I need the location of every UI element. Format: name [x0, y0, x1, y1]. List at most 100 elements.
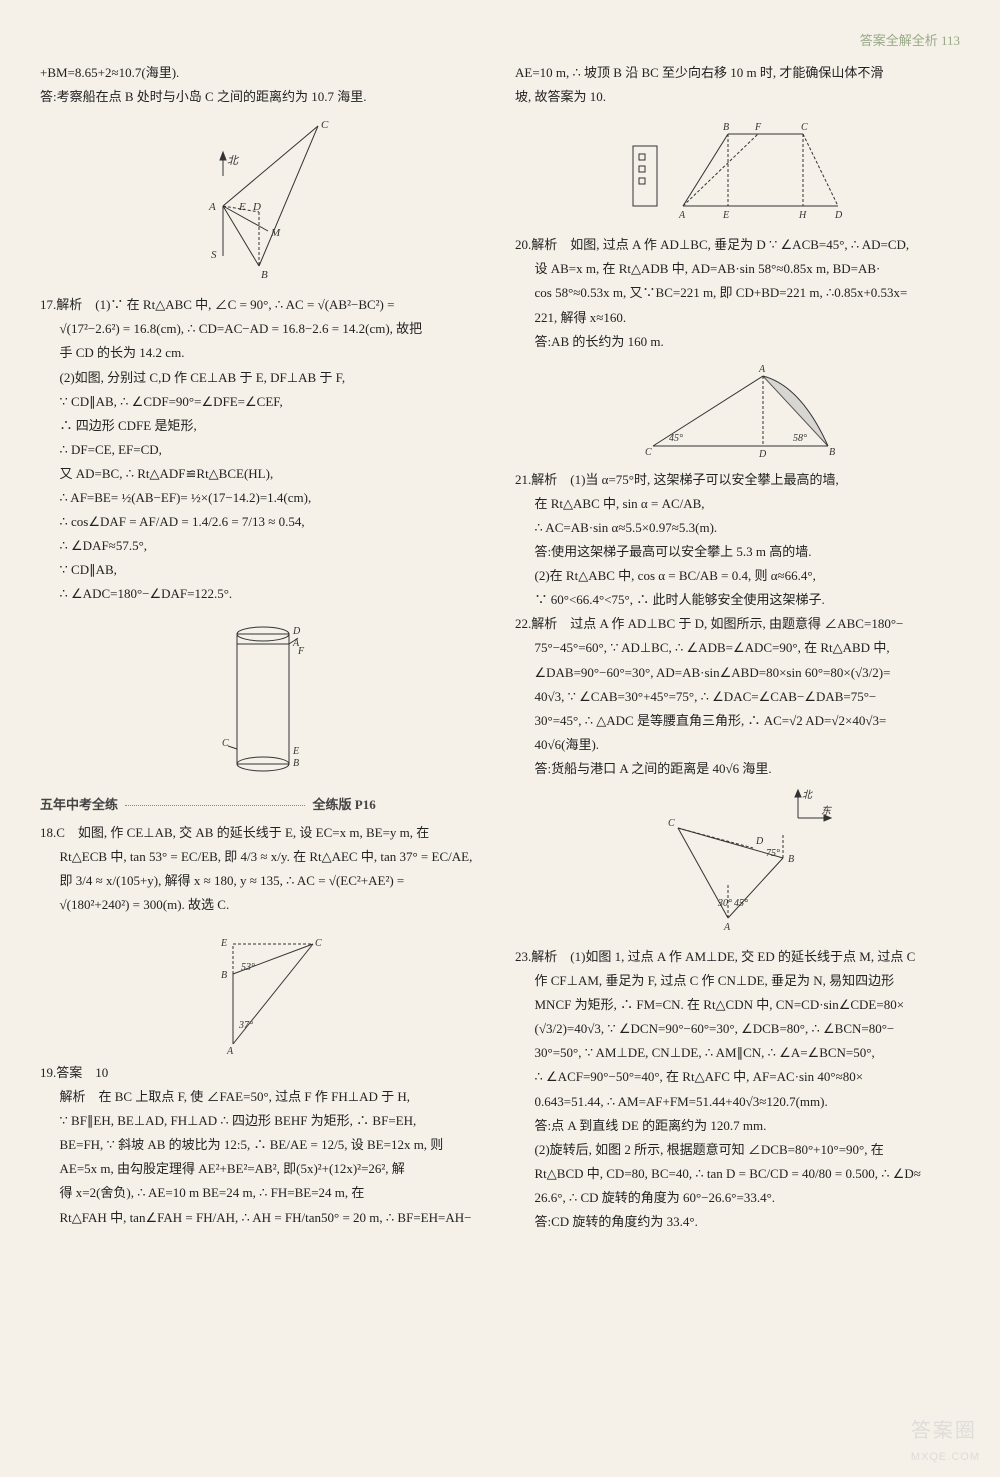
svg-text:D: D [758, 449, 767, 460]
page-body: +BM=8.65+2≈10.7(海里). 答:考察船在点 B 处时与小岛 C 之… [40, 60, 960, 1235]
figure-4: B F C A E H D [515, 116, 960, 226]
svg-text:H: H [798, 210, 807, 221]
line: 75°−45°=60°, ∵ AD⊥BC, ∴ ∠ADB=∠ADC=90°, 在… [515, 637, 960, 659]
line: Rt△BCD 中, CD=80, BC=40, ∴ tan D = BC/CD … [515, 1163, 960, 1185]
figure-3: E C B A 53° 37° [40, 924, 485, 1054]
svg-text:东: 东 [821, 805, 832, 817]
line: ∠DAB=90°−60°=30°, AD=AB·sin∠ABD=80×sin 6… [515, 662, 960, 684]
line: 答:货船与港口 A 之间的距离是 40√6 海里. [515, 758, 960, 780]
line: 又 AD=BC, ∴ Rt△ADF≌Rt△BCE(HL), [40, 463, 485, 485]
svg-text:B: B [293, 758, 299, 769]
line: (√3/2)=40√3, ∵ ∠DCN=90°−60°=30°, ∠DCB=80… [515, 1018, 960, 1040]
svg-text:37°: 37° [238, 1020, 253, 1031]
svg-text:E: E [292, 746, 299, 757]
line: 答:使用这架梯子最高可以安全攀上 5.3 m 高的墙. [515, 541, 960, 563]
svg-text:M: M [270, 227, 281, 239]
line: 设 AB=x m, 在 Rt△ADB 中, AD=AB·sin 58°≈0.85… [515, 258, 960, 280]
line: ∴ AF=BE= ½(AB−EF)= ½×(17−14.2)=1.4(cm), [40, 487, 485, 509]
line: AE=5x m, 由勾股定理得 AE²+BE²=AB², 即(5x)²+(12x… [40, 1158, 485, 1180]
svg-text:A: A [208, 201, 216, 213]
line: cos 58°≈0.53x m, 又∵BC=221 m, 即 CD+BD=221… [515, 282, 960, 304]
line: 即 3/4 ≈ x/(105+y), 解得 x ≈ 180, y ≈ 135, … [40, 870, 485, 892]
line: 40√3, ∵ ∠CAB=30°+45°=75°, ∴ ∠DAC=∠CAB−∠D… [515, 686, 960, 708]
line: ∴ cos∠DAF = AF/AD = 1.4/2.6 = 7/13 ≈ 0.5… [40, 511, 485, 533]
dotfill [125, 805, 305, 806]
page-number: 113 [941, 33, 960, 48]
line: ∴ ∠ADC=180°−∠DAF=122.5°. [40, 583, 485, 605]
line: √(180²+240²) = 300(m). 故选 C. [40, 894, 485, 916]
svg-text:45°: 45° [669, 433, 683, 444]
watermark-big: 答案圈 [911, 1420, 977, 1442]
svg-text:D: D [252, 201, 261, 213]
line: 221, 解得 x≈160. [515, 307, 960, 329]
fig6-svg: 北 东 C D A B 75° 30° 45° [638, 788, 838, 938]
line: ∴ ∠DAF≈57.5°, [40, 535, 485, 557]
svg-text:B: B [261, 269, 268, 281]
svg-text:D: D [755, 836, 764, 847]
page-header: 答案全解全析 113 [40, 30, 960, 52]
svg-text:E: E [220, 938, 227, 949]
svg-text:C: C [668, 818, 675, 829]
fig3-svg: E C B A 53° 37° [193, 924, 333, 1054]
line: 26.6°, ∴ CD 旋转的角度为 60°−26.6°=33.4°. [515, 1187, 960, 1209]
line: ∴ AC=AB·sin α≈5.5×0.97≈5.3(m). [515, 517, 960, 539]
svg-text:B: B [723, 122, 729, 133]
line: 0.643=51.44, ∴ AM=AF+FM=51.44+40√3≈120.7… [515, 1091, 960, 1113]
q17-head: 17.解析 (1)∵ 在 Rt△ABC 中, ∠C = 90°, ∴ AC = … [40, 294, 485, 316]
watermark: 答案圈 MXQE.COM [911, 1414, 980, 1467]
svg-text:C: C [321, 119, 329, 131]
q22-head: 22.解析 过点 A 作 AD⊥BC 于 D, 如图所示, 由题意得 ∠ABC=… [515, 613, 960, 635]
line: √(17²−2.6²) = 16.8(cm), ∴ CD=AC−AD = 16.… [40, 318, 485, 340]
figure-1: 北 A E D M S B C [40, 116, 485, 286]
svg-text:S: S [211, 249, 217, 261]
line: 30°=45°, ∴ △ADC 是等腰直角三角形, ∴ AC=√2 AD=√2×… [515, 710, 960, 732]
line: Rt△FAH 中, tan∠FAH = FH/AH, ∴ AH = FH/tan… [40, 1207, 485, 1229]
watermark-small: MXQE.COM [911, 1448, 980, 1467]
svg-text:D: D [292, 626, 301, 637]
line: 答:考察船在点 B 处时与小岛 C 之间的距离约为 10.7 海里. [40, 86, 485, 108]
svg-text:A: A [226, 1046, 234, 1054]
svg-text:F: F [754, 122, 762, 133]
q21-head: 21.解析 (1)当 α=75°时, 这架梯子可以安全攀上最高的墙, [515, 469, 960, 491]
svg-text:A: A [678, 210, 686, 221]
section-divider: 五年中考全练 全练版 P16 [40, 794, 485, 816]
figure-5: A C D B 45° 58° [515, 361, 960, 461]
line: ∵ CD∥AB, ∴ ∠CDF=90°=∠DFE=∠CEF, [40, 391, 485, 413]
svg-text:F: F [297, 646, 305, 657]
q20-head: 20.解析 如图, 过点 A 作 AD⊥BC, 垂足为 D ∵ ∠ACB=45°… [515, 234, 960, 256]
line: 答:AB 的长约为 160 m. [515, 331, 960, 353]
svg-text:B: B [788, 854, 794, 865]
line: (2)旋转后, 如图 2 所示, 根据题意可知 ∠DCB=80°+10°=90°… [515, 1139, 960, 1161]
line: +BM=8.65+2≈10.7(海里). [40, 62, 485, 84]
svg-text:75°: 75° [766, 848, 780, 859]
line: 30°=50°, ∵ AM⊥DE, CN⊥DE, ∴ AM∥CN, ∴ ∠A=∠… [515, 1042, 960, 1064]
svg-text:E: E [238, 201, 246, 213]
q19-head: 19.答案 10 [40, 1062, 485, 1084]
fig2-svg: D A F C E B [208, 614, 318, 784]
fig1-svg: 北 A E D M S B C [183, 116, 343, 286]
line: ∵ BF∥EH, BE⊥AD, FH⊥AD ∴ 四边形 BEHF 为矩形, ∴ … [40, 1110, 485, 1132]
svg-text:C: C [801, 122, 808, 133]
svg-text:C: C [315, 938, 322, 949]
line: 作 CF⊥AM, 垂足为 F, 过点 C 作 CN⊥DE, 垂足为 N, 易知四… [515, 970, 960, 992]
line: MNCF 为矩形, ∴ FM=CN. 在 Rt△CDN 中, CN=CD·sin… [515, 994, 960, 1016]
svg-text:B: B [829, 447, 835, 458]
svg-text:53°: 53° [241, 962, 255, 973]
divider-left: 五年中考全练 [40, 797, 118, 812]
svg-text:45°: 45° [734, 898, 748, 909]
svg-text:30°: 30° [717, 898, 732, 909]
line: ∵ CD∥AB, [40, 559, 485, 581]
line: 坡, 故答案为 10. [515, 86, 960, 108]
fig5-svg: A C D B 45° 58° [633, 361, 843, 461]
left-column: +BM=8.65+2≈10.7(海里). 答:考察船在点 B 处时与小岛 C 之… [40, 60, 485, 1235]
line: 在 Rt△ABC 中, sin α = AC/AB, [515, 493, 960, 515]
line: ∴ DF=CE, EF=CD, [40, 439, 485, 461]
line: AE=10 m, ∴ 坡顶 B 沿 BC 至少向右移 10 m 时, 才能确保山… [515, 62, 960, 84]
divider-right: 全练版 P16 [313, 797, 376, 812]
svg-text:A: A [723, 922, 731, 933]
line: 得 x=2(舍负), ∴ AE=10 m BE=24 m, ∴ FH=BE=24… [40, 1182, 485, 1204]
line: 40√6(海里). [515, 734, 960, 756]
line: ∴ 四边形 CDFE 是矩形, [40, 415, 485, 437]
svg-text:E: E [722, 210, 729, 221]
line: 手 CD 的长为 14.2 cm. [40, 342, 485, 364]
